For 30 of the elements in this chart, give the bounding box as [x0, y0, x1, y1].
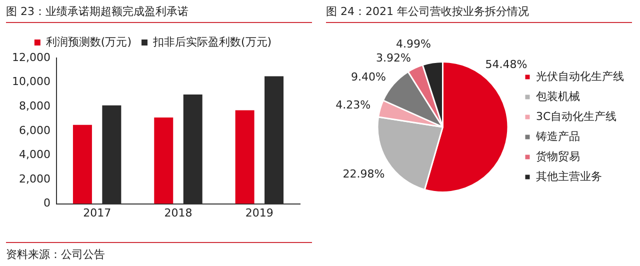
- data-label: 22.98%: [342, 168, 385, 181]
- legend-label: 铸造产品: [535, 130, 580, 143]
- data-label: 4.99%: [396, 38, 431, 51]
- data-label: 4.23%: [336, 98, 371, 112]
- legend-label: 货物贸易: [536, 150, 580, 163]
- chart-title: 图 24：2021 年公司营收按业务拆分情况: [326, 4, 632, 23]
- y-tick-label: 8,000: [18, 99, 50, 112]
- x-tick-label: 2017: [83, 206, 112, 220]
- bar: [154, 118, 174, 204]
- legend-label: 光伏自动化生产线: [536, 70, 624, 83]
- y-tick-label: 4,000: [18, 148, 50, 162]
- legend-label: 利润预测数(万元): [46, 35, 132, 48]
- bar: [72, 124, 92, 204]
- data-label: 9.40%: [351, 70, 386, 84]
- legend-label: 扣非后实际盈利数(万元): [152, 35, 272, 48]
- y-tick-label: 2,000: [18, 172, 50, 186]
- legend-label: 3C自动化生产线: [536, 110, 617, 123]
- y-tick-label: 6,000: [18, 124, 50, 137]
- data-label: 54.48%: [485, 58, 528, 71]
- chart-title: 图 23：业绩承诺期超额完成盈利承诺: [6, 4, 312, 23]
- text: 资料来源：公司公告: [6, 242, 312, 262]
- x-tick-label: 2018: [164, 206, 192, 220]
- legend-label: 包装机械: [536, 90, 580, 103]
- data-label: 3.92%: [376, 52, 411, 65]
- x-tick-label: 2019: [245, 206, 274, 220]
- bar: [235, 110, 254, 204]
- legend-label: 其他主营业务: [536, 170, 602, 183]
- y-tick-label: 12,000: [12, 50, 50, 64]
- y-tick-label: 10,000: [12, 75, 50, 88]
- y-tick-label: 0: [43, 196, 50, 210]
